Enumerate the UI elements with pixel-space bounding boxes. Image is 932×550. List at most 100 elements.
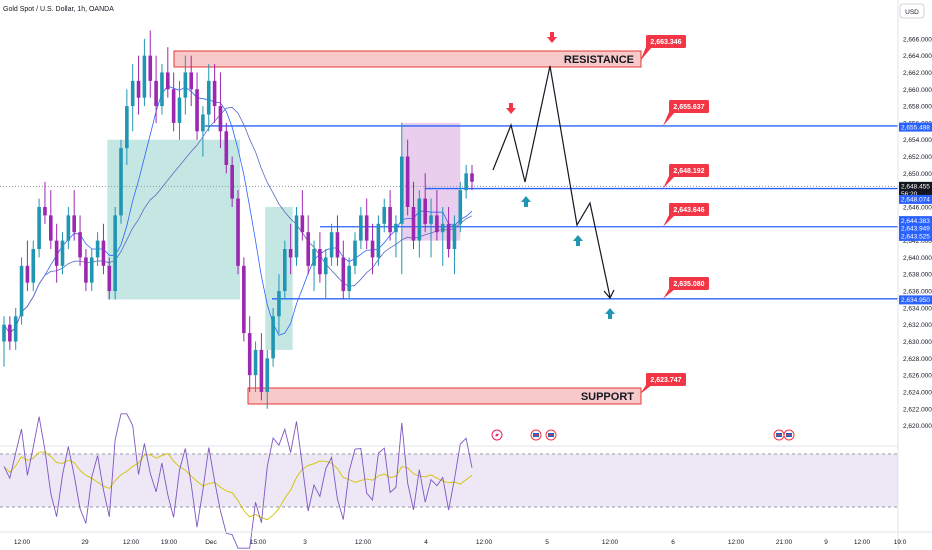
candle[interactable] (177, 80, 182, 140)
candle[interactable] (435, 190, 439, 241)
candle[interactable] (394, 215, 398, 258)
candle[interactable] (166, 47, 170, 98)
candle[interactable] (13, 307, 18, 350)
candle[interactable] (283, 240, 287, 300)
candle[interactable] (49, 190, 53, 250)
price-axis[interactable]: 2,666.000 2,664.000 2,662.000 2,660.000 2,65… (897, 0, 932, 550)
candle[interactable] (271, 307, 275, 367)
candle[interactable] (142, 38, 147, 107)
candle[interactable] (359, 206, 363, 250)
candle[interactable] (347, 257, 351, 300)
candle[interactable] (183, 55, 188, 115)
candle[interactable] (364, 198, 369, 250)
candle[interactable] (335, 215, 340, 266)
candle[interactable] (277, 274, 281, 334)
candle[interactable] (154, 55, 158, 123)
candle[interactable] (306, 215, 310, 275)
candle[interactable] (376, 215, 381, 266)
candle[interactable] (25, 240, 30, 292)
candle[interactable] (206, 64, 211, 132)
candle[interactable] (370, 223, 375, 275)
candle[interactable] (294, 206, 299, 266)
candle-body (206, 80, 211, 115)
candle[interactable] (43, 181, 47, 224)
candle[interactable] (353, 232, 357, 275)
candle[interactable] (382, 198, 387, 233)
candle[interactable] (66, 206, 71, 250)
candle[interactable] (2, 316, 6, 367)
candle[interactable] (400, 122, 404, 275)
candle[interactable] (464, 164, 468, 199)
candle[interactable] (423, 173, 427, 233)
flag-us-icon[interactable] (530, 429, 542, 441)
candle-body (148, 55, 153, 81)
candle[interactable] (19, 257, 24, 325)
candle[interactable] (230, 156, 234, 207)
event-icons[interactable] (491, 429, 795, 441)
candle[interactable] (265, 349, 270, 409)
candle[interactable] (160, 64, 164, 115)
candle[interactable] (8, 316, 12, 350)
candle[interactable] (446, 206, 451, 258)
candle[interactable] (78, 215, 82, 266)
candle[interactable] (119, 139, 123, 224)
candle[interactable] (300, 190, 305, 241)
candle[interactable] (107, 257, 112, 300)
candle[interactable] (101, 223, 106, 275)
candle[interactable] (458, 181, 463, 233)
candle[interactable] (89, 249, 94, 292)
candle[interactable] (242, 257, 246, 342)
candle[interactable] (125, 89, 129, 165)
flag-us-icon[interactable] (783, 429, 795, 441)
candle[interactable] (37, 198, 41, 258)
candle-body (218, 106, 223, 132)
candle[interactable] (195, 72, 199, 140)
candle[interactable] (323, 249, 328, 300)
candle[interactable] (253, 341, 258, 392)
candle[interactable] (95, 232, 100, 266)
candle[interactable] (470, 164, 474, 191)
currency-button[interactable] (899, 3, 925, 19)
candle-body (31, 249, 36, 283)
candle[interactable] (318, 232, 322, 283)
candle-body (201, 114, 205, 132)
candle[interactable] (329, 223, 334, 266)
candle[interactable] (452, 215, 457, 275)
resistance-tag-label: 2,663.346 (650, 39, 681, 46)
candle[interactable] (236, 190, 240, 275)
candle[interactable] (72, 190, 76, 241)
candles[interactable] (2, 30, 474, 409)
candle[interactable] (440, 206, 445, 266)
price-axis-box (899, 295, 932, 305)
candle[interactable] (113, 206, 117, 300)
candle[interactable] (130, 64, 135, 132)
candle[interactable] (341, 240, 346, 300)
candle[interactable] (312, 240, 316, 292)
candle[interactable] (212, 64, 217, 123)
candle-body (400, 156, 404, 224)
time-axis[interactable]: 12:00 29 12:00 19:00 Dec 15:00 3 12:00 4 12:00 5 12… (0, 531, 932, 546)
lightning-icon[interactable] (491, 429, 503, 441)
candle[interactable] (84, 249, 88, 292)
candle[interactable] (136, 55, 141, 115)
candle[interactable] (288, 223, 293, 275)
flag-us-icon[interactable] (545, 429, 557, 441)
candle[interactable] (411, 181, 416, 250)
candle[interactable] (148, 30, 153, 98)
candle[interactable] (259, 333, 264, 401)
flag-us-icon[interactable] (773, 429, 785, 441)
candle[interactable] (218, 72, 223, 149)
candle[interactable] (201, 106, 205, 157)
candle[interactable] (429, 198, 433, 258)
candle[interactable] (224, 122, 229, 174)
candle[interactable] (54, 223, 59, 283)
candle[interactable] (189, 55, 193, 107)
candle[interactable] (247, 316, 252, 392)
candle[interactable] (388, 190, 392, 241)
candle[interactable] (171, 72, 176, 132)
candle[interactable] (60, 232, 65, 275)
candle[interactable] (417, 190, 422, 258)
candle[interactable] (405, 139, 410, 216)
candle[interactable] (31, 240, 36, 292)
